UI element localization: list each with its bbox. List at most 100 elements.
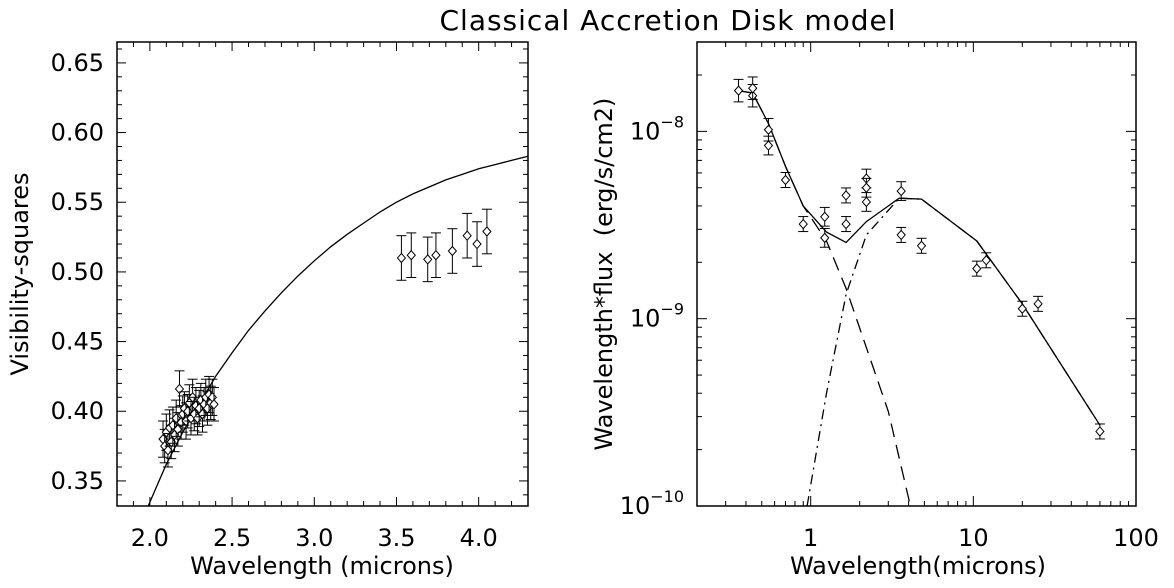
right-solid-line [738,89,1101,426]
right-data-point [798,216,809,233]
diamond-marker [163,445,173,456]
left-y-tick-label: 0.35 [51,467,104,495]
right-data-point [1094,423,1105,440]
right-data-point [896,181,907,201]
right-data-point [861,192,872,212]
diamond-marker [1033,298,1043,310]
diamond-marker [462,230,472,241]
diamond-marker [841,190,851,201]
left-y-tick-label: 0.55 [51,188,104,216]
diamond-marker [820,211,830,223]
left-data-point [174,370,185,408]
left-panel: 2.0 2.5 3.0 3.5 4.0 0.35 0.40 0.45 0.50 0.55 0.60 0… [6,41,529,580]
right-y-tick-label: 10−9 [630,300,684,333]
diamond-marker [423,254,433,265]
right-data-point [763,118,774,142]
left-y-tick-label: 0.65 [51,49,104,77]
left-model-line [147,155,529,507]
left-data-point [447,228,458,274]
right-data-point [819,228,830,248]
right-data-point [1033,295,1044,312]
diamond-marker [763,140,774,151]
right-data-point [780,172,791,188]
left-axis-ticks: 2.0 2.5 3.0 3.5 4.0 0.35 0.40 0.45 0.50 0.55 0.60 0… [51,42,529,552]
left-x-tick-label: 2.0 [131,524,169,552]
right-y-axis-label: Wavelength*flux (erg/s/cm2) [590,98,618,451]
diamond-marker [972,263,982,274]
left-x-axis-label: Wavelength (microns) [190,552,454,580]
diamond-marker [798,218,808,230]
right-data-point [733,78,744,103]
right-data-point [1017,300,1028,317]
diamond-marker [896,229,906,241]
right-axis-ticks: 1 10 100 10−10 10−9 10−8 [620,42,1159,552]
left-x-tick-label: 3.5 [377,524,415,552]
right-data-point [981,252,992,269]
diamond-marker [841,218,851,230]
left-data-point [162,433,173,468]
diamond-marker [431,249,441,261]
diamond-marker [406,249,416,261]
left-data-point [406,232,417,278]
diamond-marker [748,82,758,94]
diamond-marker [780,174,791,186]
left-data-point [472,221,483,267]
right-data-points [733,76,1105,440]
diamond-marker [981,255,991,266]
diamond-marker [1095,426,1105,437]
right-data-point [841,216,852,233]
left-data-point [430,232,441,278]
diamond-marker [482,226,492,237]
right-model-curves [738,89,1101,507]
diamond-marker [861,196,872,208]
right-x-tick-label: 100 [1113,524,1159,552]
left-data-point [396,235,407,281]
right-dashdot-line [806,197,1101,507]
left-plot-frame [116,41,529,507]
diamond-marker [763,124,774,136]
right-data-point [896,226,907,243]
right-data-point [841,187,852,204]
left-data-point [422,236,433,283]
left-model-curve [147,155,529,507]
diamond-marker [733,85,744,96]
left-data-point [481,208,492,255]
diamond-marker [916,240,927,252]
diamond-marker [896,185,906,197]
right-y-tick-label: 10−8 [630,112,684,145]
diamond-marker [447,245,458,257]
left-data-point [462,212,473,259]
right-y-tick-label: 10−10 [620,487,684,520]
left-y-axis-label: Visibility-squares [6,172,34,375]
left-x-tick-label: 3.0 [295,524,333,552]
right-plot-frame [696,41,1137,507]
chart-title: Classical Accretion Disk model [439,4,896,37]
left-data-point [208,387,219,422]
right-x-tick-label: 1 [803,524,818,552]
left-y-tick-label: 0.60 [51,119,104,147]
left-y-tick-label: 0.50 [51,258,104,286]
diamond-marker [396,252,407,264]
right-dashed-line [738,89,912,507]
right-data-point [971,260,982,277]
diamond-marker [472,238,482,250]
diamond-marker [820,232,830,244]
right-data-point [747,76,758,100]
diamond-marker [173,424,183,435]
diamond-marker [174,383,185,395]
right-x-axis-label: Wavelength(microns) [790,552,1046,580]
right-data-point [763,135,774,156]
left-data-point [172,412,183,447]
diamond-marker [1017,303,1027,314]
left-y-tick-label: 0.45 [51,328,104,356]
right-data-point [916,237,927,254]
left-x-tick-label: 4.0 [460,524,498,552]
diamond-marker [209,399,219,410]
right-x-tick-label: 10 [958,524,989,552]
right-data-point [819,206,830,227]
left-x-tick-label: 2.5 [213,524,251,552]
left-data-points [158,208,492,468]
left-y-tick-label: 0.40 [51,397,104,425]
